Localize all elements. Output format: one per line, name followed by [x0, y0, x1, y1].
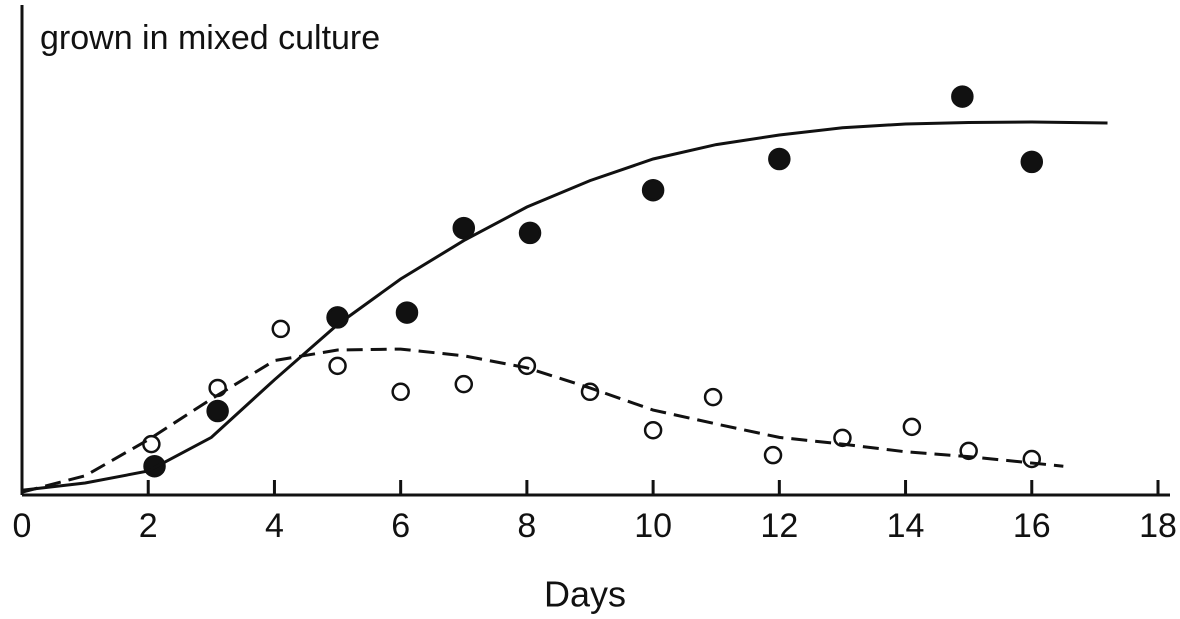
open-point [328, 356, 347, 376]
x-tick-label: 0 [13, 507, 32, 545]
open-point [763, 445, 783, 465]
filled-point [1020, 150, 1044, 174]
filled-point [206, 399, 229, 423]
filled-point [768, 147, 791, 171]
open-point [391, 382, 410, 402]
open-point [271, 319, 291, 339]
x-tick-label: 14 [887, 507, 925, 545]
x-tick-label: 2 [139, 507, 158, 545]
x-tick-label: 12 [760, 507, 798, 545]
filled-point [452, 216, 476, 240]
fit-curve [21, 347, 1064, 494]
x-tick-label: 4 [265, 507, 284, 545]
x-tick-label: 6 [391, 507, 410, 545]
filled-point [395, 301, 419, 324]
open-point [833, 428, 852, 448]
filled-point [951, 85, 974, 108]
x-tick-label: 8 [517, 507, 536, 545]
fit-curve [21, 120, 1108, 492]
filled-point [518, 221, 542, 245]
open-point [643, 420, 663, 440]
x-tick-label: 16 [1013, 507, 1051, 545]
open-point [454, 374, 474, 394]
open-point [142, 434, 161, 454]
open-point [902, 417, 922, 437]
open-point [703, 387, 723, 407]
x-axis-label: Days [544, 574, 626, 615]
chart-title: grown in mixed culture [40, 19, 380, 57]
filled-point [641, 178, 665, 202]
x-tick-label: 18 [1139, 507, 1177, 545]
x-tick-label: 10 [634, 507, 672, 545]
